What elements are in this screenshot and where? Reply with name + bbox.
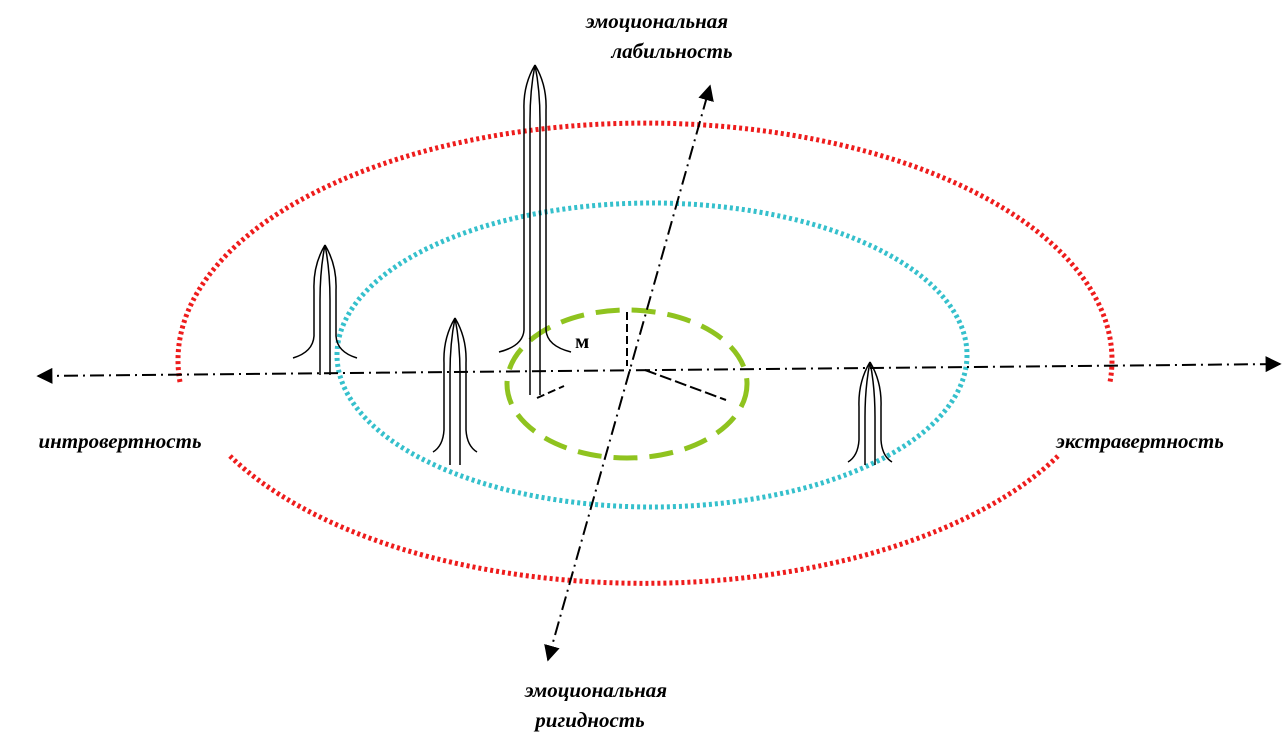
spike-line (449, 317, 456, 465)
spike-line (432, 317, 456, 453)
spike-line (869, 361, 893, 463)
spike-line (319, 244, 326, 375)
spike-line (498, 64, 536, 353)
spike-line (529, 64, 536, 395)
spike-line (324, 244, 331, 375)
outer-zone (175, 120, 1115, 383)
spikes (292, 64, 893, 465)
middle-zone (334, 200, 970, 510)
spike-line (454, 317, 478, 453)
top-label: лабильность (610, 39, 732, 63)
bottom-label: эмоциональная (524, 678, 667, 702)
right-label: экстравертность (1055, 429, 1224, 453)
top-label: эмоциональная (585, 9, 728, 33)
inner-zone (504, 307, 750, 461)
spike-line (534, 64, 572, 353)
spike-line (454, 317, 461, 465)
left-label: интровертность (38, 429, 201, 453)
spike-line (847, 361, 871, 463)
radius (644, 369, 727, 401)
spike-line (864, 361, 871, 465)
horizontal-axis (36, 356, 1282, 384)
bottom-label: ригидность (533, 708, 644, 732)
vertical-axis (544, 84, 714, 662)
spike-line (534, 64, 541, 395)
outer-zone (228, 454, 1060, 586)
spike-line (324, 244, 358, 359)
spike-line (292, 244, 326, 359)
spike-line (869, 361, 876, 465)
radius (536, 385, 565, 399)
center-label: м (575, 329, 589, 353)
